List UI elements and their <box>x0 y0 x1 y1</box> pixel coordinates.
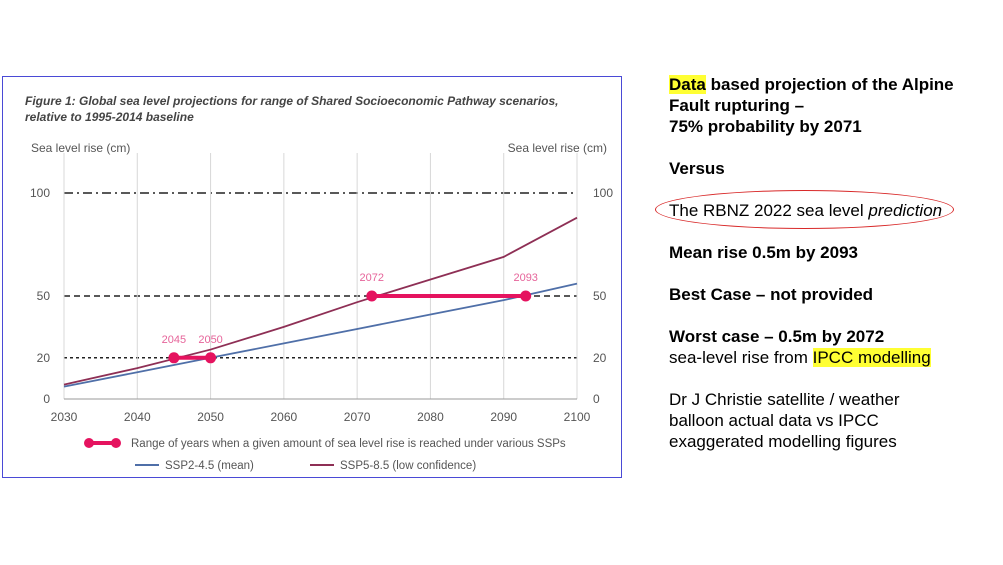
y-tick-label-right-50: 50 <box>593 289 607 303</box>
legend: Range of years when a given amount of se… <box>84 438 566 472</box>
series-line-0 <box>63 282 578 388</box>
chart-frame: Figure 1: Global sea level projections f… <box>2 76 622 478</box>
best-case: Best Case – not provided <box>669 285 874 304</box>
range-end-dot-50 <box>520 290 532 302</box>
y-tick-label-left-0: 0 <box>43 392 50 406</box>
range-end-label-50: 2093 <box>513 272 537 284</box>
x-tick-label-2040: 2040 <box>124 410 151 424</box>
ipcc-highlight: IPCC modelling <box>812 348 931 367</box>
alpine-fault-line1: Data based projection of the Alpine <box>669 75 954 94</box>
y-tick-label-left-50: 50 <box>37 289 51 303</box>
reference-lines <box>64 192 577 359</box>
christie-line2: balloon actual data vs IPCC <box>669 411 879 430</box>
y-axis-title-right: Sea level rise (cm) <box>508 141 607 155</box>
x-tick-label-2100: 2100 <box>564 410 591 424</box>
y-tick-label-right-0: 0 <box>593 392 600 406</box>
legend-series-label-1: SSP5-8.5 (low confidence) <box>340 460 476 472</box>
versus-heading: Versus <box>669 159 725 178</box>
legend-range-text: Range of years when a given amount of se… <box>131 438 566 450</box>
x-tick-label-2080: 2080 <box>417 410 444 424</box>
x-tick-label-2050: 2050 <box>197 410 224 424</box>
worst-case: Worst case – 0.5m by 2072 <box>669 327 885 346</box>
x-tick-label-2030: 2030 <box>51 410 78 424</box>
red-ring-annotation <box>655 190 955 229</box>
x-tick-label-2070: 2070 <box>344 410 371 424</box>
rbnz-prediction: The RBNZ 2022 sea level prediction <box>655 190 994 229</box>
mean-rise: Mean rise 0.5m by 2093 <box>669 243 859 262</box>
alpine-fault-line3: 75% probability by 2071 <box>669 117 862 136</box>
y-tick-label-left-20: 20 <box>37 351 51 365</box>
notes-panel: Data based projection of the Alpine Faul… <box>655 74 994 452</box>
range-end-dot-20 <box>205 352 217 364</box>
x-tick-label-2060: 2060 <box>271 410 298 424</box>
figure-title: Figure 1: Global sea level projections f… <box>25 93 605 125</box>
range-end-label-20: 2050 <box>198 334 222 346</box>
range-start-dot-50 <box>366 290 378 302</box>
series-lines <box>63 216 578 388</box>
y-axis-title-left: Sea level rise (cm) <box>31 141 130 155</box>
y-tick-label-left-100: 100 <box>30 186 50 200</box>
christie-line3: exaggerated modelling figures <box>669 432 897 451</box>
figure-title-line1: Figure 1: Global sea level projections f… <box>25 94 559 108</box>
ipcc-line: sea-level rise from IPCC modelling <box>669 348 931 367</box>
range-markers: 2045 2050 2072 2093 <box>162 272 538 364</box>
legend-series-label-0: SSP2-4.5 (mean) <box>165 460 254 472</box>
range-start-label-50: 2072 <box>360 272 384 284</box>
y-tick-label-right-20: 20 <box>593 351 607 365</box>
range-start-label-20: 2045 <box>162 334 186 346</box>
christie-line1: Dr J Christie satellite / weather <box>669 390 900 409</box>
legend-range-dot-end <box>111 438 121 448</box>
legend-range-dot-start <box>84 438 94 448</box>
x-tick-label-2090: 2090 <box>490 410 517 424</box>
range-start-dot-20 <box>168 352 180 364</box>
figure-title-line2: relative to 1995-2014 baseline <box>25 110 194 124</box>
data-highlight: Data <box>669 75 706 94</box>
y-tick-label-right-100: 100 <box>593 186 613 200</box>
alpine-fault-line2: Fault rupturing – <box>669 96 805 115</box>
series-line-1 <box>63 216 578 386</box>
